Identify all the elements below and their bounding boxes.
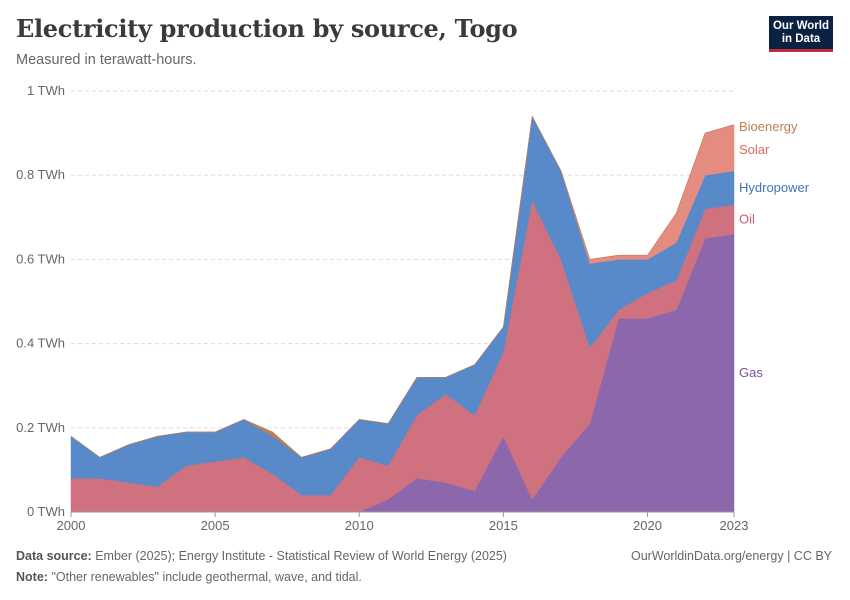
data-source-label: Data source: (16, 549, 92, 563)
area-bioenergy (70, 115, 735, 458)
logo-line-1: Our World (772, 20, 829, 32)
data-source-text: Ember (2025); Energy Institute - Statist… (95, 549, 507, 563)
note-text: "Other renewables" include geothermal, w… (51, 570, 362, 584)
legend-solar: Solar (739, 142, 770, 157)
y-tick-label: 0.8 TWh (16, 167, 65, 182)
x-tick-label: 2005 (201, 518, 230, 533)
legend-oil: Oil (739, 211, 755, 226)
logo-line-2: in Data (781, 33, 821, 45)
x-axis: 2000 2005 2010 2015 2020 2023 (57, 511, 749, 533)
legend: Bioenergy Solar Hydropower Oil Gas (739, 119, 810, 380)
credit-link[interactable]: OurWorldinData.org/energy | CC BY (630, 549, 832, 563)
x-tick-label: 2020 (633, 518, 662, 533)
data-source: Data source: Ember (2025); Energy Instit… (16, 549, 507, 563)
y-tick-label: 0 TWh (27, 504, 65, 519)
x-tick-label: 2010 (345, 518, 374, 533)
chart-note: Note: "Other renewables" include geother… (16, 570, 362, 584)
y-tick-label: 0.6 TWh (16, 251, 65, 266)
y-tick-label: 0.4 TWh (16, 336, 65, 351)
chart-subtitle: Measured in terawatt-hours. (16, 52, 197, 68)
chart-title: Electricity production by source, Togo (16, 14, 518, 43)
legend-bioenergy: Bioenergy (739, 119, 798, 134)
legend-gas: Gas (739, 365, 763, 380)
owid-logo[interactable]: Our World in Data (769, 16, 833, 52)
note-label: Note: (16, 570, 48, 584)
y-tick-label: 0.2 TWh (16, 420, 65, 435)
x-tick-label: 2023 (720, 518, 749, 533)
x-tick-label: 2000 (57, 518, 86, 533)
y-tick-label: 1 TWh (27, 83, 65, 98)
x-tick-label: 2015 (489, 518, 518, 533)
legend-hydropower: Hydropower (739, 180, 810, 195)
y-axis-labels: 0 TWh 0.2 TWh 0.4 TWh 0.6 TWh 0.8 TWh 1 TWh (16, 83, 65, 519)
